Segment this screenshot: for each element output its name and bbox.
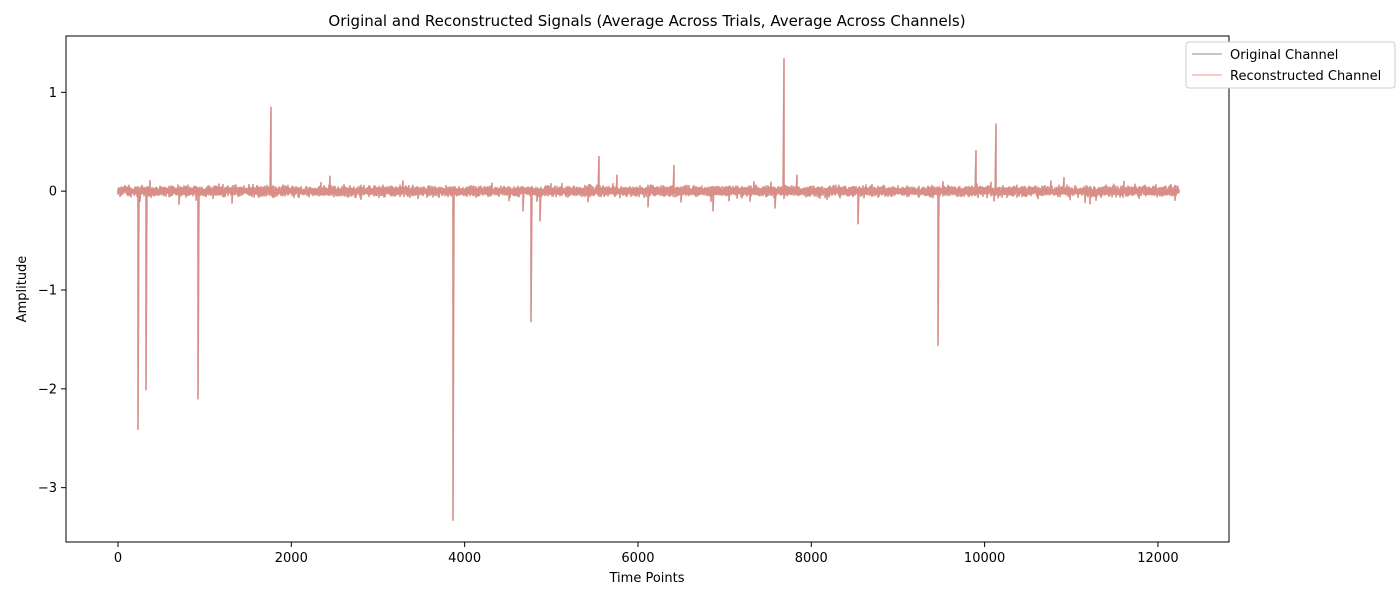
y-tick-label: −2	[38, 382, 57, 397]
y-tick-label: −1	[38, 283, 57, 298]
x-tick-label: 4000	[448, 551, 481, 566]
y-axis: −3 −2 −1 0 1	[38, 86, 66, 496]
x-tick-label: 8000	[795, 551, 828, 566]
x-tick-label: 6000	[621, 551, 654, 566]
x-tick-label: 12000	[1137, 551, 1178, 566]
legend: Original Channel Reconstructed Channel	[1185, 41, 1396, 89]
x-tick-label: 0	[114, 551, 122, 566]
plot-frame	[65, 35, 1230, 543]
chart-title: Original and Reconstructed Signals (Aver…	[328, 12, 965, 30]
legend-label-reconstructed: Reconstructed Channel	[1230, 69, 1381, 84]
y-tick-label: −3	[38, 481, 57, 496]
y-tick-label: 0	[49, 185, 57, 200]
legend-frame	[1185, 41, 1396, 89]
x-tick-label: 10000	[964, 551, 1005, 566]
y-axis-title: Amplitude	[15, 256, 30, 323]
legend-label-original: Original Channel	[1230, 48, 1338, 63]
x-tick-label: 2000	[275, 551, 308, 566]
y-tick-label: 1	[49, 86, 57, 101]
series-layer	[117, 57, 1180, 522]
series-line-reconstructed	[117, 57, 1180, 522]
x-axis: 0 2000 4000 6000 8000 10000 12000	[114, 542, 1179, 566]
x-axis-title: Time Points	[609, 571, 685, 586]
